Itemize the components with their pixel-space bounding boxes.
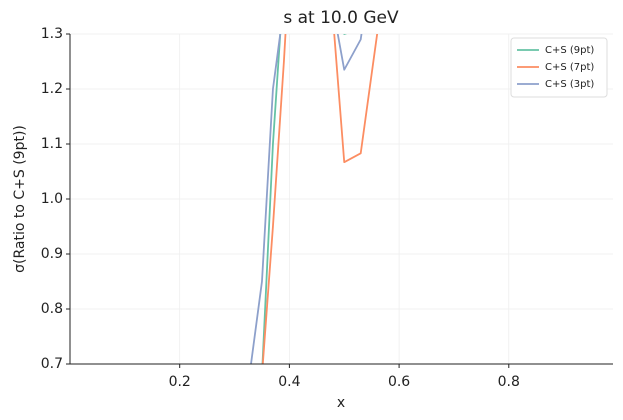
x-tick-label: 0.2 — [169, 374, 191, 390]
x-tick-label: 0.6 — [388, 374, 410, 390]
x-tick-label: 0.4 — [278, 374, 300, 390]
legend-label: C+S (3pt) — [545, 79, 594, 90]
y-tick-label: 1.3 — [41, 26, 63, 42]
x-tick-label: 0.8 — [498, 374, 520, 390]
x-axis-label: x — [337, 395, 345, 411]
y-axis-label: σ(Ratio to C+S (9pt)) — [12, 125, 28, 273]
y-tick-label: 1.0 — [41, 191, 63, 207]
legend-label: C+S (9pt) — [545, 45, 594, 56]
legend-label: C+S (7pt) — [545, 62, 594, 73]
data-line — [261, 34, 348, 364]
legend-box — [510, 37, 608, 98]
chart-title: s at 10.0 GeV — [283, 8, 399, 28]
data-line — [261, 34, 379, 364]
data-line — [250, 34, 363, 364]
y-tick-label: 1.1 — [41, 136, 63, 152]
y-tick-label: 0.8 — [41, 301, 63, 317]
y-tick-label: 0.9 — [41, 246, 63, 262]
y-tick-label: 1.2 — [41, 81, 63, 97]
y-tick-label: 0.7 — [41, 356, 63, 372]
